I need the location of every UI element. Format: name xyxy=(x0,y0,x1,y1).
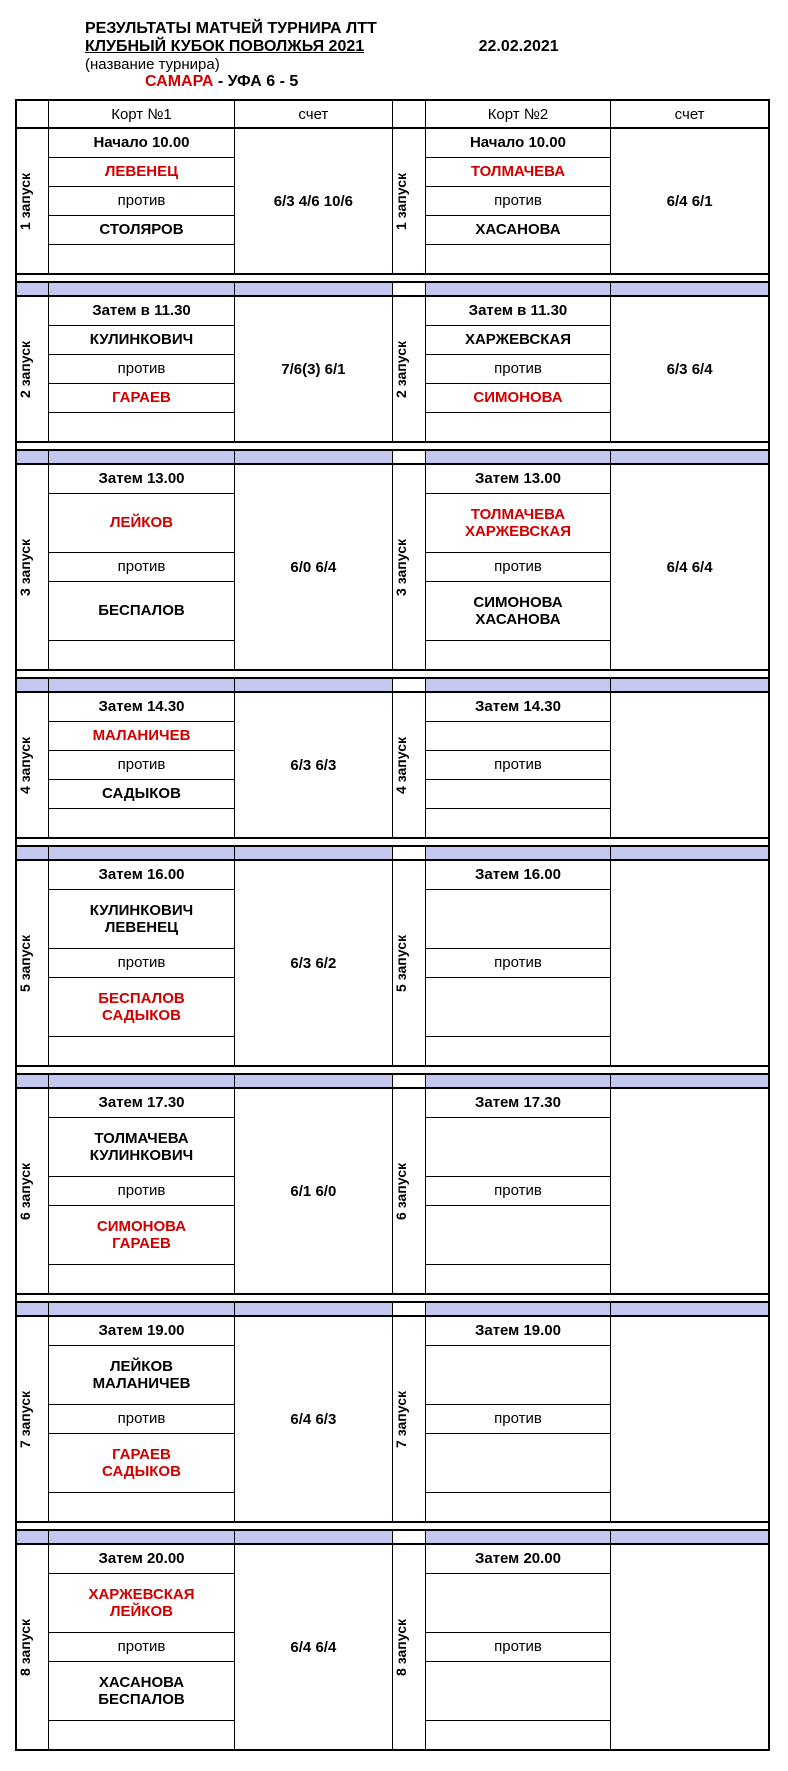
col-court2: Корт №2 xyxy=(425,100,611,128)
col-court1: Корт №1 xyxy=(49,100,235,128)
title-line3: (название турнира) xyxy=(85,56,773,73)
document-header: РЕЗУЛЬТАТЫ МАТЧЕЙ ТУРНИРА ЛТТ КЛУБНЫЙ КУ… xyxy=(85,20,773,91)
col-score1: счет xyxy=(234,100,392,128)
header-date: 22.02.2021 xyxy=(479,38,559,56)
table-header-row: Корт №1 счет Корт №2 счет xyxy=(16,100,769,128)
title-line2: КЛУБНЫЙ КУБОК ПОВОЛЖЬЯ 2021 xyxy=(85,38,364,56)
results-table: Корт №1 счет Корт №2 счет 1 запуск Начал… xyxy=(15,99,770,1751)
title-line1: РЕЗУЛЬТАТЫ МАТЧЕЙ ТУРНИРА ЛТТ xyxy=(85,20,773,38)
match-title: САМАРА - УФА 6 - 5 xyxy=(145,73,773,91)
col-score2: счет xyxy=(611,100,769,128)
